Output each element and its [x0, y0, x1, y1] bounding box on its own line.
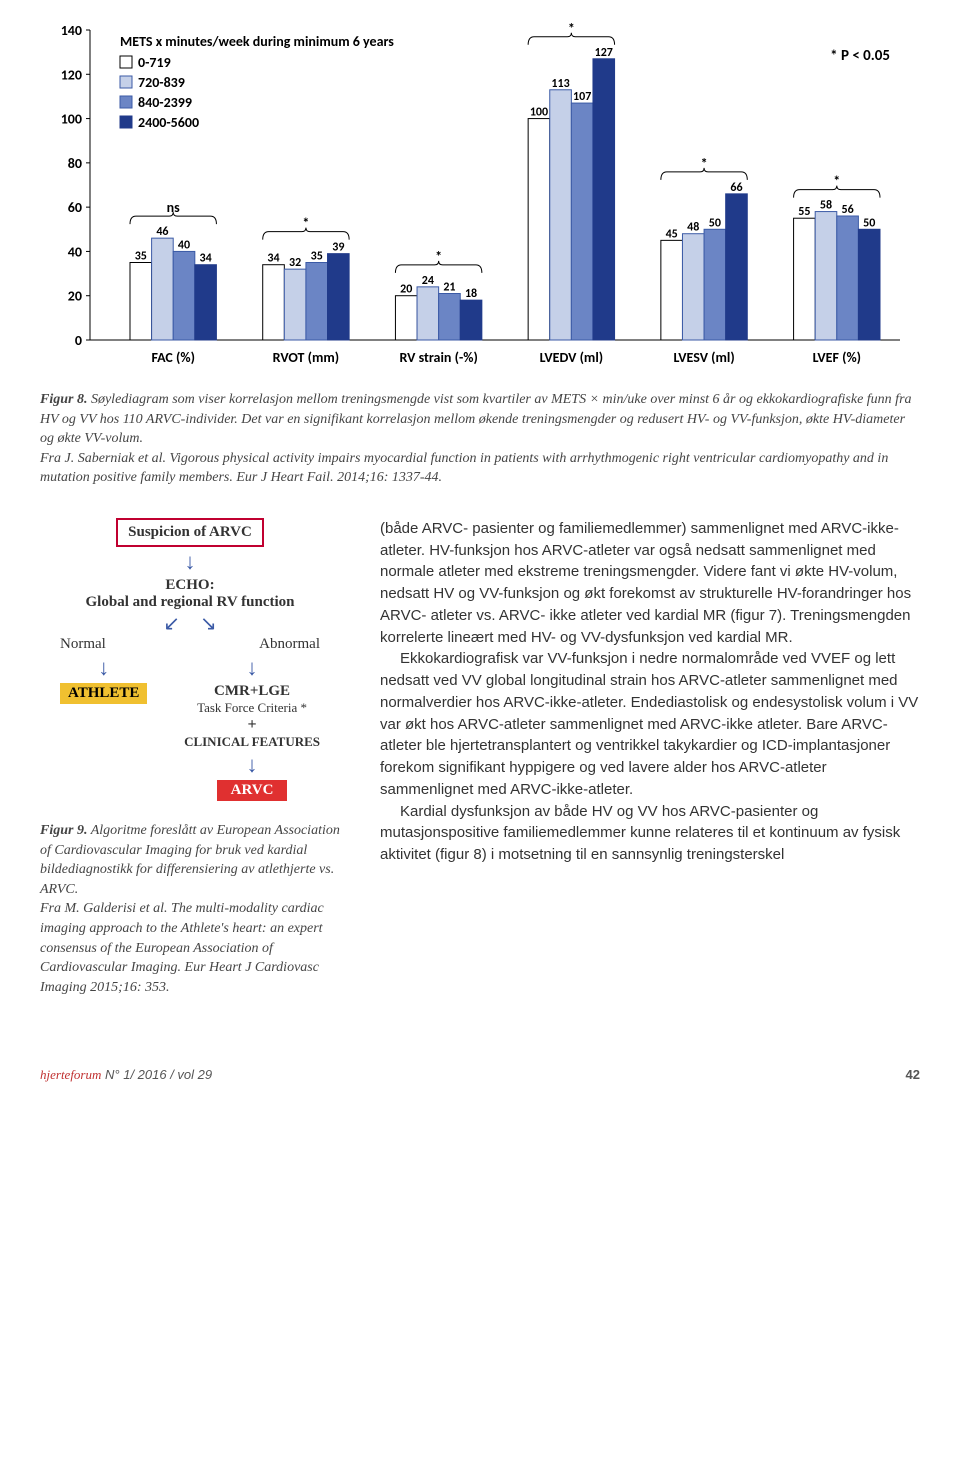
body-para-1: (både ARVC- pasienter og familiemedlemme…: [380, 518, 920, 649]
svg-text:120: 120: [61, 66, 82, 83]
svg-text:0-719: 0-719: [138, 54, 171, 71]
svg-text:50: 50: [709, 216, 721, 230]
svg-text:34: 34: [267, 252, 279, 266]
tag-athlete: ATHLETE: [60, 683, 147, 704]
node-normal: Normal: [60, 636, 106, 653]
svg-text:35: 35: [311, 250, 323, 264]
svg-text:66: 66: [730, 181, 742, 195]
svg-text:50: 50: [863, 216, 875, 230]
page-footer: hjerteforum N° 1/ 2016 / vol 29 42: [40, 1067, 920, 1083]
body-para-2: Ekkokardiografisk var VV-funksjon i nedr…: [380, 648, 920, 800]
caption-8-source: Fra J. Saberniak et al. Vigorous physica…: [40, 451, 888, 486]
figure-9-caption: Figur 9. Algoritme foreslått av European…: [40, 821, 350, 997]
svg-text:RV strain (-%): RV strain (-%): [399, 349, 477, 366]
svg-text:56: 56: [842, 203, 854, 217]
arrow-icon: ↓: [184, 752, 320, 778]
svg-text:39: 39: [332, 241, 344, 255]
svg-text:METS x minutes/week during min: METS x minutes/week during minimum 6 yea…: [120, 33, 394, 50]
svg-text:RVOT (mm): RVOT (mm): [273, 349, 339, 366]
chart-svg: 020406080100120140FAC (%)ns35464034RVOT …: [40, 20, 920, 380]
body-para-3: Kardial dysfunksjon av både HV og VV hos…: [380, 801, 920, 866]
footer-journal: hjerteforum: [40, 1067, 101, 1082]
tag-arvc: ARVC: [217, 780, 288, 801]
svg-text:100: 100: [61, 111, 82, 128]
caption-9-lead: Figur 9.: [40, 823, 87, 838]
svg-text:107: 107: [573, 90, 591, 104]
svg-text:840-2399: 840-2399: [138, 94, 192, 111]
svg-text:45: 45: [666, 227, 678, 241]
svg-text:40: 40: [68, 243, 82, 260]
svg-text:127: 127: [595, 46, 613, 60]
svg-text:LVEF (%): LVEF (%): [813, 349, 861, 366]
svg-text:58: 58: [820, 199, 832, 213]
svg-text:80: 80: [68, 155, 82, 172]
arrow-icon: ↓: [40, 549, 340, 575]
node-plus: +: [184, 716, 320, 734]
svg-text:32: 32: [289, 256, 301, 270]
node-clinical: CLINICAL FEATURES: [184, 734, 320, 750]
body-text-column: (både ARVC- pasienter og familiemedlemme…: [380, 518, 920, 1027]
svg-text:FAC (%): FAC (%): [151, 349, 194, 366]
node-echo: ECHO:: [40, 577, 340, 594]
svg-text:2400-5600: 2400-5600: [138, 114, 199, 131]
caption-9-source: Fra M. Galderisi et al. The multi-modali…: [40, 901, 324, 994]
node-echo-sub: Global and regional RV function: [40, 594, 340, 611]
svg-text:40: 40: [178, 238, 190, 252]
svg-text:48: 48: [687, 221, 699, 235]
svg-text:46: 46: [156, 225, 168, 239]
svg-text:21: 21: [443, 281, 455, 295]
node-task: Task Force Criteria *: [184, 700, 320, 716]
node-cmr: CMR+LGE: [184, 683, 320, 700]
svg-text:34: 34: [200, 252, 212, 266]
svg-text:0: 0: [75, 332, 82, 349]
svg-text:20: 20: [68, 288, 82, 305]
svg-text:140: 140: [61, 22, 82, 39]
svg-text:24: 24: [422, 274, 434, 288]
node-suspicion: Suspicion of ARVC: [116, 518, 264, 547]
arrow-icon: ↓: [60, 655, 147, 681]
footer-page: 42: [906, 1067, 920, 1083]
svg-text:20: 20: [400, 283, 412, 297]
svg-text:35: 35: [135, 250, 147, 264]
svg-text:100: 100: [530, 106, 548, 120]
svg-text:* P < 0.05: * P < 0.05: [830, 47, 890, 65]
svg-text:18: 18: [465, 287, 477, 301]
node-abnormal: Abnormal: [259, 636, 320, 653]
flowchart: Suspicion of ARVC ↓ ECHO: Global and reg…: [40, 518, 340, 801]
svg-text:720-839: 720-839: [138, 74, 185, 91]
footer-issue: N° 1/ 2016 / vol 29: [105, 1067, 212, 1082]
svg-text:55: 55: [798, 205, 810, 219]
svg-text:LVEDV (ml): LVEDV (ml): [540, 349, 604, 366]
arrow-icon: ↓: [184, 655, 320, 681]
bar-chart: 020406080100120140FAC (%)ns35464034RVOT …: [40, 20, 920, 380]
svg-text:113: 113: [551, 77, 569, 91]
svg-text:60: 60: [68, 199, 82, 216]
caption-8-lead: Figur 8.: [40, 392, 87, 407]
svg-text:LVESV (ml): LVESV (ml): [673, 349, 734, 366]
figure-8-caption: Figur 8. Søylediagram som viser korrelas…: [40, 390, 920, 488]
split-arrows: ↙↘: [40, 611, 340, 636]
caption-8-body: Søylediagram som viser korrelasjon mello…: [40, 392, 912, 446]
